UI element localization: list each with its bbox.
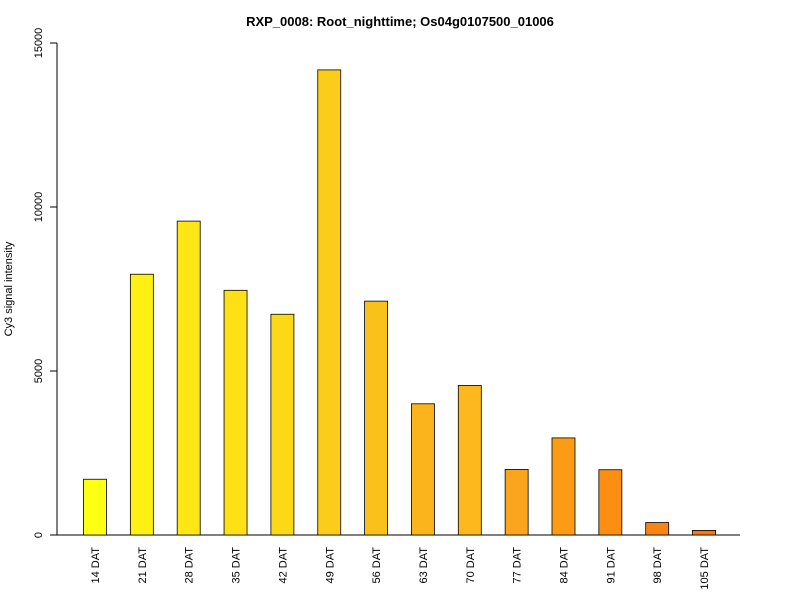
x-tick-label: 70 DAT [465,547,477,584]
x-tick-label: 105 DAT [699,547,711,590]
bar-77-dat [504,468,529,536]
x-tick-label: 42 DAT [277,547,289,584]
x-tick-label: 84 DAT [559,547,571,584]
bars-group [83,69,716,536]
x-tick-label: 14 DAT [90,547,102,584]
bar-56-dat [364,300,389,536]
x-tick-label: 56 DAT [371,547,383,584]
chart-title: RXP_0008: Root_nighttime; Os04g0107500_0… [246,14,554,29]
y-tick-label: 5000 [33,359,45,383]
y-tick-label: 0 [33,532,45,538]
bar-91-dat [598,469,623,536]
x-tick-label: 91 DAT [605,547,617,584]
bar-63-dat [411,403,435,536]
x-tick-label: 63 DAT [418,547,430,584]
bar-84-dat [551,437,576,536]
y-tick-label: 10000 [33,192,45,223]
bar-28-dat [176,220,201,536]
x-tick-label: 28 DAT [184,547,196,584]
y-axis-label: Cy3 signal intensity [3,241,15,336]
x-tick-label: 21 DAT [137,547,149,584]
bar-35-dat [223,289,248,536]
bar-21-dat [129,273,154,536]
x-tick-label: 49 DAT [324,547,336,584]
x-tick-label: 77 DAT [512,547,524,584]
bar-105-dat [692,530,716,536]
y-axis: 0 5000 10000 15000 [33,28,58,538]
bar-14-dat [83,478,107,536]
bar-42-dat [270,313,295,536]
x-axis: 14 DAT 21 DAT 28 DAT 35 DAT 42 DAT 49 DAT 56 D… [57,534,740,590]
y-tick-label: 15000 [33,28,45,59]
x-tick-label: 98 DAT [652,547,664,584]
bar-49-dat [317,69,342,536]
bar-70-dat [457,385,482,536]
bar-98-dat [645,522,670,536]
x-tick-label: 35 DAT [231,547,243,584]
